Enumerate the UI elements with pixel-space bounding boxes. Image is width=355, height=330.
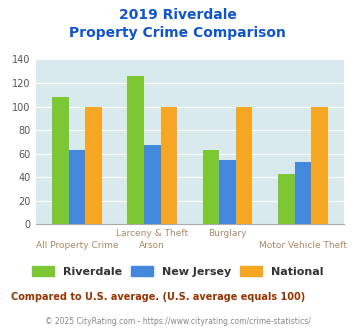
Text: © 2025 CityRating.com - https://www.cityrating.com/crime-statistics/: © 2025 CityRating.com - https://www.city… [45, 317, 310, 326]
Bar [69, 150, 85, 224]
Legend: Riverdale, New Jersey, National: Riverdale, New Jersey, National [27, 261, 328, 281]
Bar [278, 174, 295, 224]
Text: 2019 Riverdale: 2019 Riverdale [119, 8, 236, 22]
Bar [160, 107, 177, 224]
Text: All Property Crime: All Property Crime [36, 241, 118, 250]
Text: Larceny & Theft: Larceny & Theft [116, 229, 188, 238]
Text: Property Crime Comparison: Property Crime Comparison [69, 26, 286, 40]
Bar [127, 76, 144, 224]
Bar [311, 107, 328, 224]
Bar [236, 107, 252, 224]
Text: Compared to U.S. average. (U.S. average equals 100): Compared to U.S. average. (U.S. average … [11, 292, 305, 302]
Bar [219, 160, 236, 224]
Bar [52, 97, 69, 224]
Text: Motor Vehicle Theft: Motor Vehicle Theft [259, 241, 347, 250]
Bar [203, 150, 219, 224]
Text: Burglary: Burglary [208, 229, 247, 238]
Bar [85, 107, 102, 224]
Text: Arson: Arson [140, 241, 165, 250]
Bar [144, 146, 160, 224]
Bar [295, 162, 311, 224]
